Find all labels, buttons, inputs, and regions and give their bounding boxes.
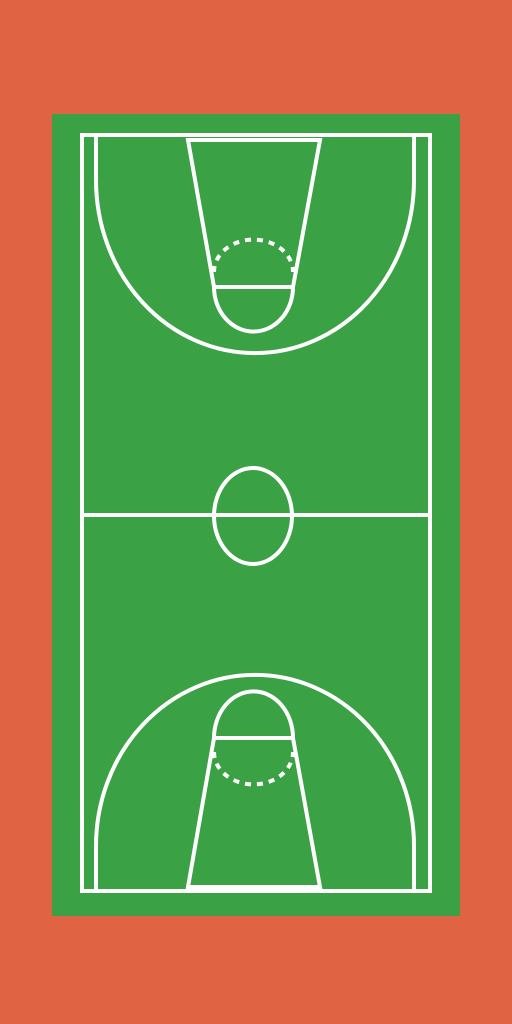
bottom-three-point-arc [94,672,416,891]
top-free-throw-circle-dashed [212,237,295,273]
bottom-free-throw-circle-dashed [212,751,295,787]
top-free-throw-circle-solid [212,286,295,334]
bottom-free-throw-circle-solid [212,689,295,739]
top-three-point-arc [94,135,416,356]
court-lines [80,133,432,893]
center-circle [212,466,294,566]
